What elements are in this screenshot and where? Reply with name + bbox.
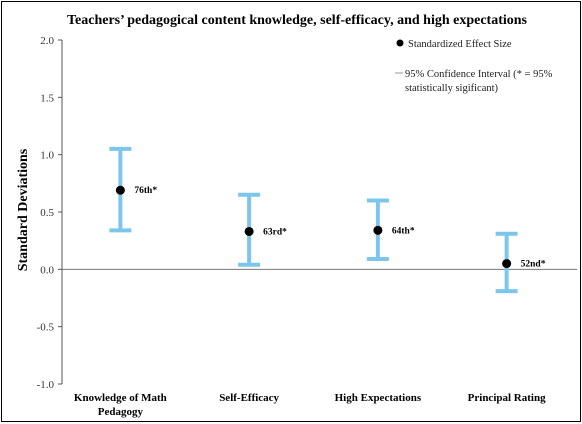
x-tick-label: Knowledge of Math Pedagogy	[74, 392, 167, 418]
legend-effect-marker	[396, 39, 404, 47]
marks-group: 76th* 63rd* 64th* 52nd*	[109, 146, 546, 294]
data-label: 52nd*	[521, 260, 546, 270]
data-label: 64th*	[392, 226, 415, 236]
y-tick-label: 1.0	[40, 150, 54, 162]
effect-size-point	[115, 185, 125, 195]
chart-title: Teachers’ pedagogical content knowledge,…	[67, 13, 528, 28]
y-tick-label: 2.0	[40, 35, 54, 47]
effect-size-point	[244, 226, 254, 236]
axes-group: 2.0 1.5 1.0 0.5 0.0 -0.5 -1.0 Knowledge of Math…	[37, 35, 577, 418]
y-tick-label: -0.5	[37, 322, 55, 334]
x-tick-label: Principal Rating	[468, 392, 546, 404]
y-tick-label: 0.0	[40, 264, 54, 276]
y-tick-label: -1.0	[37, 379, 55, 391]
y-tick-label: 1.5	[40, 92, 54, 104]
x-tick-label: High Expectations	[335, 392, 422, 404]
legend-ci-label-line1: 95% Confidence Interval (* = 95%	[405, 69, 553, 80]
legend-ci-label-line2: statistically sigificant)	[405, 83, 499, 94]
legend-effect-label: Standardized Effect Size	[408, 39, 512, 50]
effect-size-point	[502, 259, 512, 269]
legend: Standardized Effect Size 95% Confidence …	[395, 39, 553, 94]
data-label: 76th*	[134, 186, 157, 196]
effect-size-point	[373, 225, 383, 235]
x-tick-label: Self-Efficacy	[219, 392, 279, 404]
y-tick-label: 0.5	[40, 207, 54, 219]
y-axis-label: Standard Deviations	[16, 148, 31, 271]
data-label: 63rd*	[263, 227, 287, 237]
